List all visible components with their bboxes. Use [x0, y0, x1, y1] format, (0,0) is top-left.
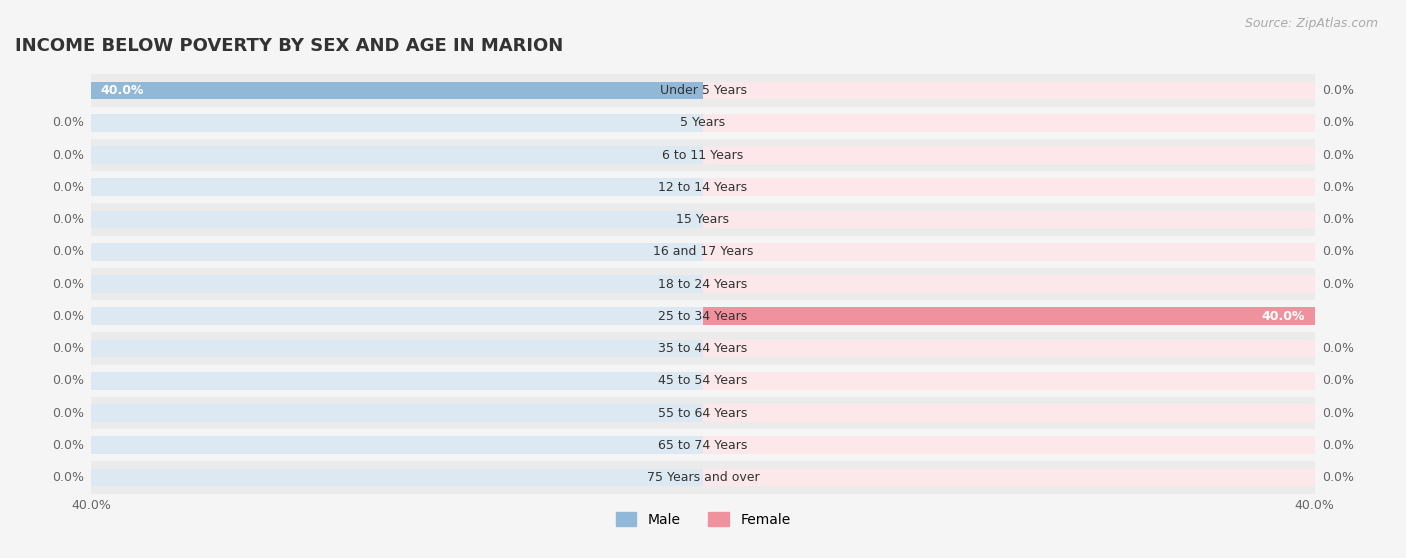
Text: 5 Years: 5 Years — [681, 116, 725, 129]
Bar — [91, 404, 703, 422]
Text: 0.0%: 0.0% — [52, 277, 84, 291]
Bar — [91, 107, 1315, 139]
Bar — [703, 114, 1315, 132]
Bar — [703, 436, 1315, 454]
Bar — [703, 307, 1315, 325]
Bar — [91, 114, 703, 132]
Text: 0.0%: 0.0% — [52, 148, 84, 162]
Bar — [703, 179, 1315, 196]
Bar — [703, 340, 1315, 358]
Bar — [91, 179, 703, 196]
Bar — [91, 275, 703, 293]
Bar — [91, 204, 1315, 235]
Text: Under 5 Years: Under 5 Years — [659, 84, 747, 97]
Text: 0.0%: 0.0% — [1322, 246, 1354, 258]
Text: 0.0%: 0.0% — [52, 471, 84, 484]
Bar — [703, 404, 1315, 422]
Text: 0.0%: 0.0% — [52, 181, 84, 194]
Text: 40.0%: 40.0% — [101, 84, 145, 97]
Text: INCOME BELOW POVERTY BY SEX AND AGE IN MARION: INCOME BELOW POVERTY BY SEX AND AGE IN M… — [15, 37, 564, 55]
Bar — [91, 372, 703, 389]
Bar — [703, 146, 1315, 164]
Text: 6 to 11 Years: 6 to 11 Years — [662, 148, 744, 162]
Text: 0.0%: 0.0% — [1322, 407, 1354, 420]
Text: 0.0%: 0.0% — [52, 439, 84, 452]
Text: 0.0%: 0.0% — [1322, 181, 1354, 194]
Bar — [91, 243, 703, 261]
Text: Source: ZipAtlas.com: Source: ZipAtlas.com — [1244, 17, 1378, 30]
Bar — [703, 211, 1315, 228]
Text: 16 and 17 Years: 16 and 17 Years — [652, 246, 754, 258]
Text: 0.0%: 0.0% — [52, 246, 84, 258]
Text: 0.0%: 0.0% — [52, 310, 84, 323]
Bar — [91, 81, 703, 99]
Bar — [703, 81, 1315, 99]
Legend: Male, Female: Male, Female — [610, 506, 796, 532]
Bar — [703, 469, 1315, 487]
Text: 18 to 24 Years: 18 to 24 Years — [658, 277, 748, 291]
Text: 0.0%: 0.0% — [1322, 374, 1354, 387]
Text: 40.0%: 40.0% — [1261, 310, 1305, 323]
Bar — [91, 436, 703, 454]
Text: 35 to 44 Years: 35 to 44 Years — [658, 342, 748, 355]
Text: 0.0%: 0.0% — [52, 342, 84, 355]
Text: 0.0%: 0.0% — [1322, 277, 1354, 291]
Bar — [91, 340, 703, 358]
Text: 0.0%: 0.0% — [1322, 342, 1354, 355]
Bar — [91, 307, 703, 325]
Text: 0.0%: 0.0% — [52, 374, 84, 387]
Bar — [91, 300, 1315, 333]
Bar — [91, 365, 1315, 397]
Text: 40.0%: 40.0% — [72, 499, 111, 512]
Bar — [91, 429, 1315, 461]
Text: 25 to 34 Years: 25 to 34 Years — [658, 310, 748, 323]
Bar — [91, 469, 703, 487]
Text: 55 to 64 Years: 55 to 64 Years — [658, 407, 748, 420]
Bar — [91, 333, 1315, 365]
Bar — [91, 74, 1315, 107]
Text: 15 Years: 15 Years — [676, 213, 730, 226]
Text: 40.0%: 40.0% — [1295, 499, 1334, 512]
Text: 0.0%: 0.0% — [52, 116, 84, 129]
Bar — [703, 372, 1315, 389]
Text: 65 to 74 Years: 65 to 74 Years — [658, 439, 748, 452]
Text: 0.0%: 0.0% — [1322, 116, 1354, 129]
Bar — [91, 268, 1315, 300]
Text: 0.0%: 0.0% — [1322, 471, 1354, 484]
Text: 0.0%: 0.0% — [1322, 148, 1354, 162]
Bar — [703, 243, 1315, 261]
Bar — [91, 146, 703, 164]
Text: 0.0%: 0.0% — [1322, 213, 1354, 226]
Bar — [703, 307, 1315, 325]
Text: 0.0%: 0.0% — [1322, 84, 1354, 97]
Text: 75 Years and over: 75 Years and over — [647, 471, 759, 484]
Bar — [91, 397, 1315, 429]
Bar — [91, 171, 1315, 204]
Bar — [91, 139, 1315, 171]
Text: 45 to 54 Years: 45 to 54 Years — [658, 374, 748, 387]
Text: 0.0%: 0.0% — [52, 213, 84, 226]
Text: 0.0%: 0.0% — [1322, 439, 1354, 452]
Text: 12 to 14 Years: 12 to 14 Years — [658, 181, 748, 194]
Bar — [91, 81, 703, 99]
Bar — [91, 235, 1315, 268]
Bar — [91, 461, 1315, 494]
Text: 0.0%: 0.0% — [52, 407, 84, 420]
Bar — [91, 211, 703, 228]
Bar — [703, 275, 1315, 293]
